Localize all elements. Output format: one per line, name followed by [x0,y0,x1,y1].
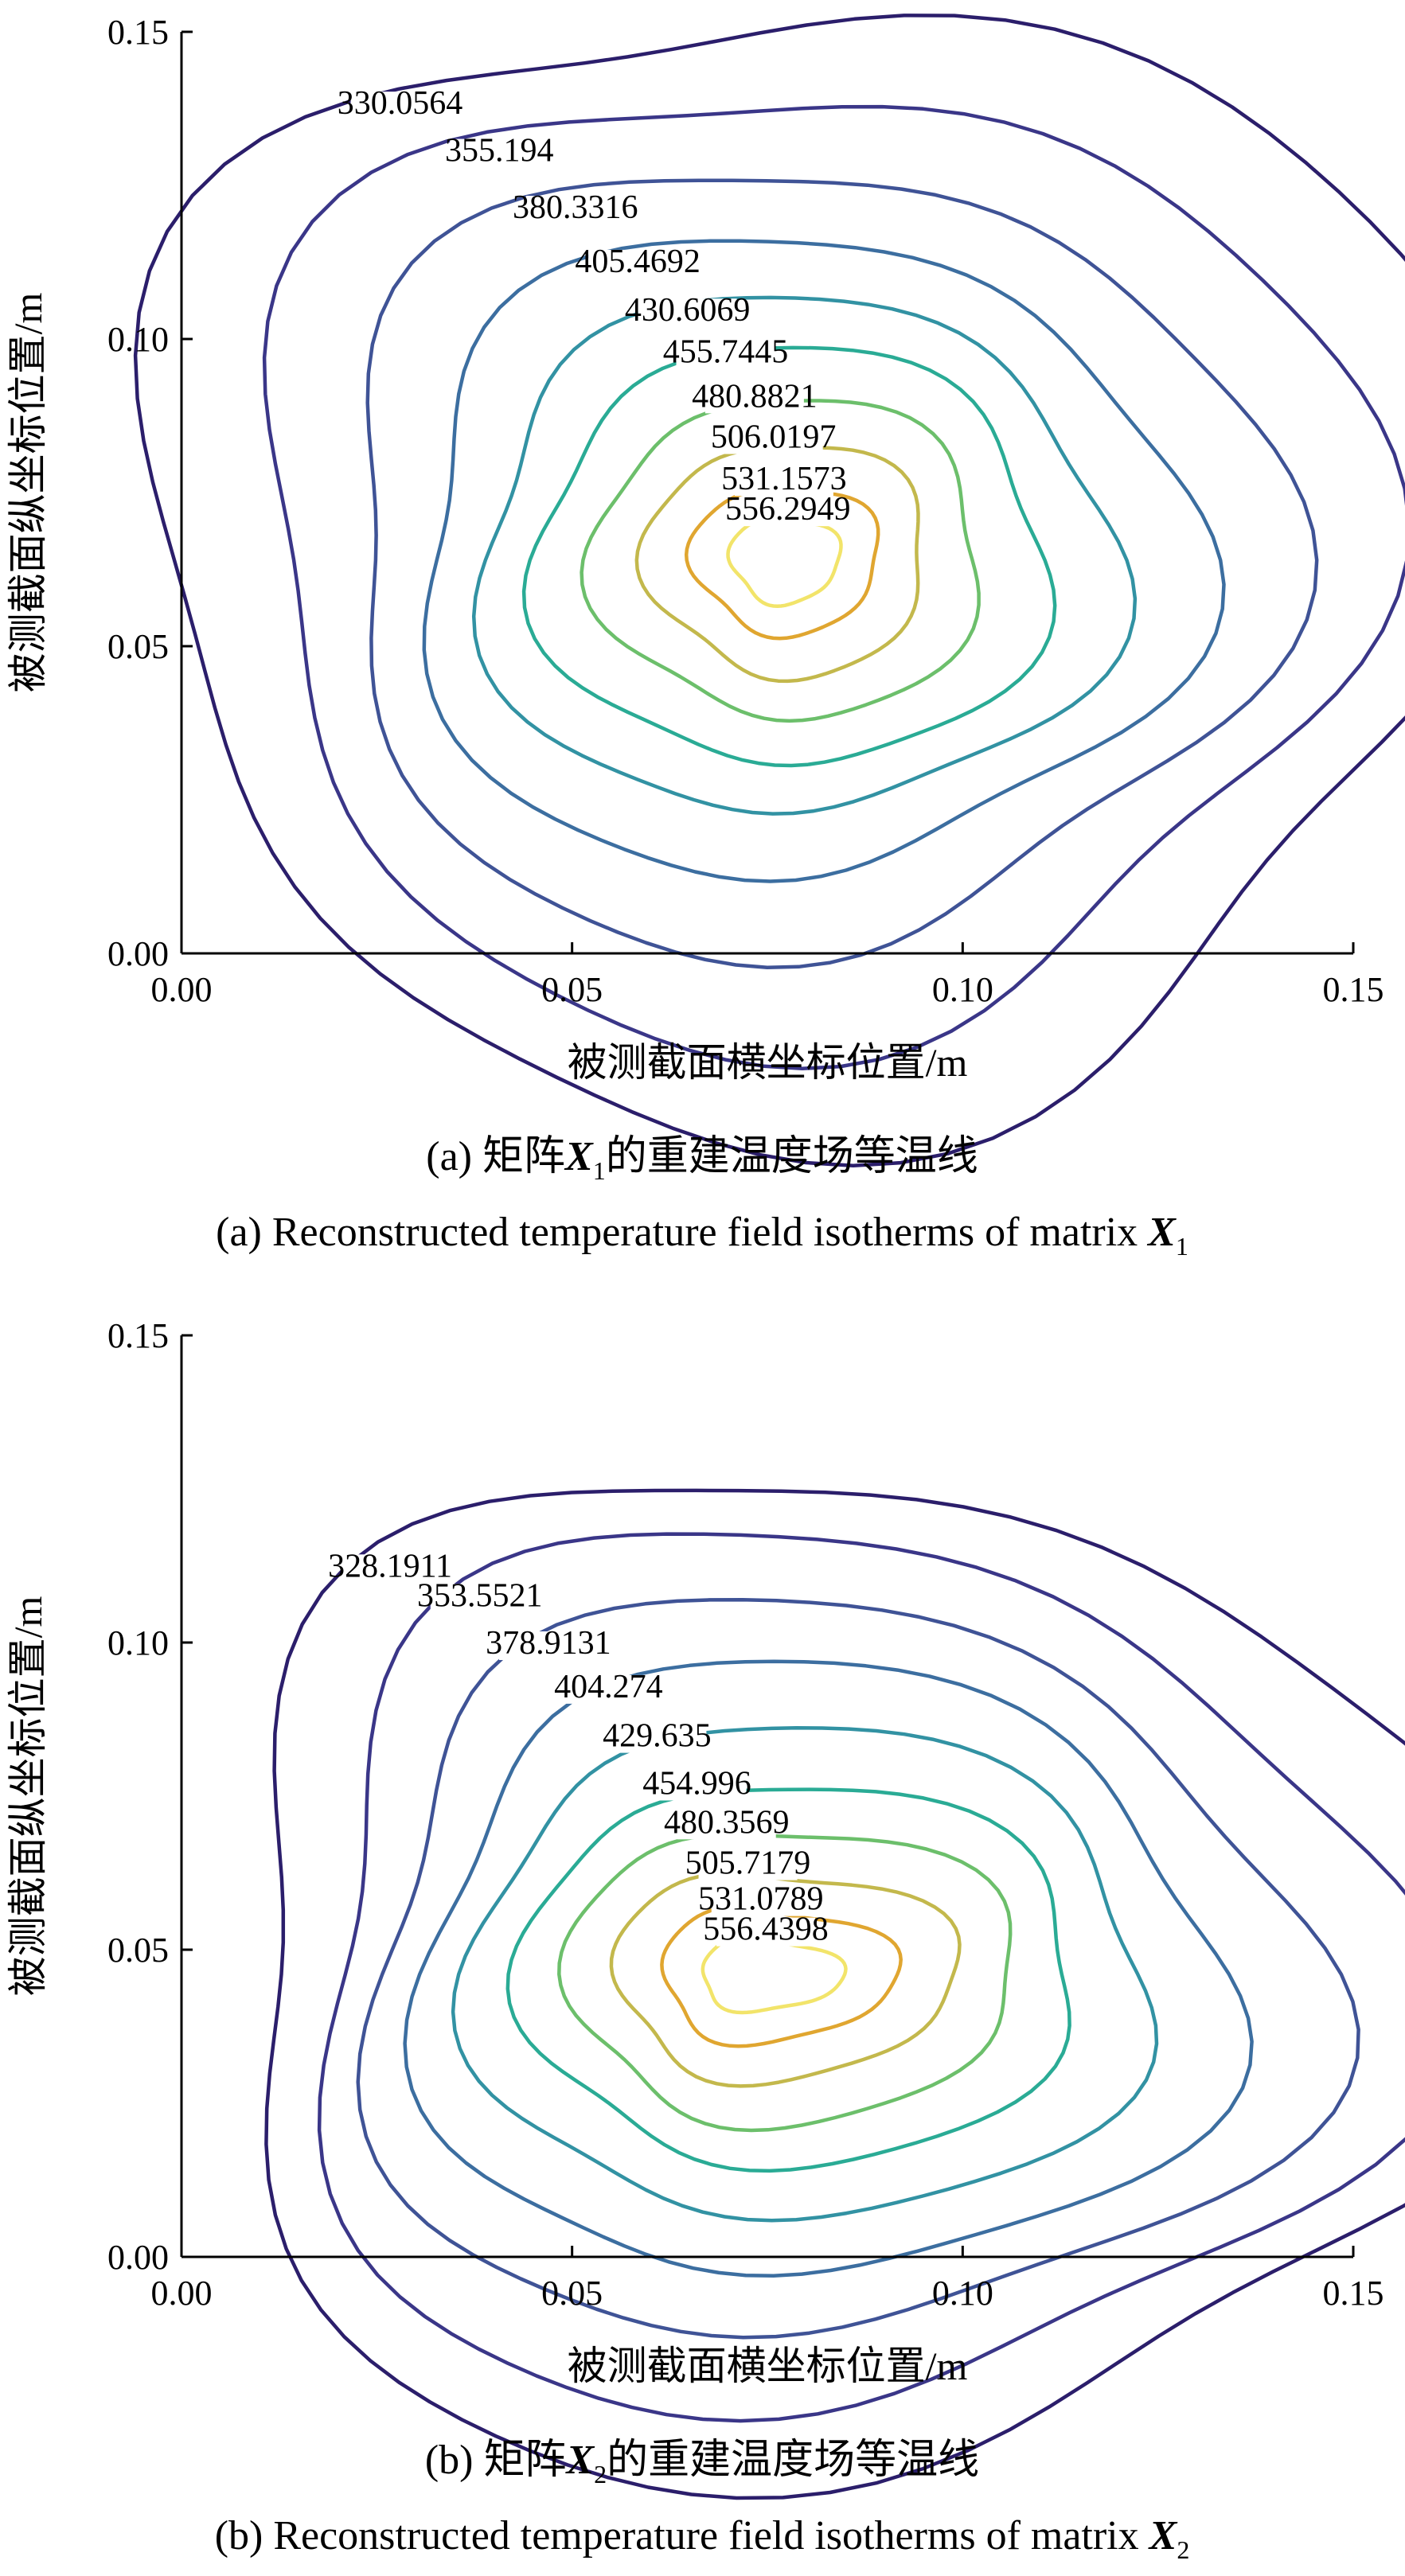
isotherm-label-b-8: 531.0789 [698,1881,824,1918]
isotherm-a-4 [471,295,1138,816]
isotherm-label-bg-a-1 [450,138,549,168]
isotherm-b-0 [264,1488,1405,2500]
isotherm-label-b-1: 353.5521 [417,1577,543,1614]
isotherm-label-bg-a-5 [676,340,775,369]
isotherm-a-6 [580,399,981,723]
x-axis-title-b: 被测截面横坐标位置/m [568,2344,968,2388]
panel-a: 330.0564 355.194 380.3316 405.4692 430.6069 4… [6,13,1405,1261]
isotherm-a-0 [133,14,1405,1167]
caption-cn-a: (a) 矩阵X1的重建温度场等温线 [426,1134,978,1185]
isotherm-label-a-3: 405.4692 [575,244,701,280]
isotherm-label-a-8: 531.1573 [721,461,847,497]
contours-a: 330.0564 355.194 380.3316 405.4692 430.6069 4… [133,14,1405,1167]
x-tick-label-b-1: 0.05 [541,2274,603,2313]
isotherm-a-1 [262,104,1405,1071]
isotherm-b-2 [356,1597,1360,2340]
isotherm-b-5 [505,1787,1071,2173]
y-tick-label-a-1: 0.05 [107,627,169,666]
caption-en-b: (b) Reconstructed temperature field isot… [215,2513,1190,2564]
y-tick-label-a-3: 0.15 [107,13,169,52]
isotherm-a-9 [726,516,843,609]
isotherm-label-bg-b-3 [559,1674,658,1704]
isotherm-label-a-9: 556.2949 [725,491,851,528]
x-tick-label-b-3: 0.15 [1323,2274,1384,2313]
isotherm-a-3 [422,239,1226,883]
x-tick-label-a-0: 0.00 [151,970,213,1009]
isotherm-label-b-0: 328.1911 [328,1548,452,1584]
y-axis-title-a: 被测截面纵坐标位置/m [6,293,50,693]
isotherm-b-1 [317,1532,1405,2423]
isotherm-label-a-1: 355.194 [445,133,554,170]
isotherm-a-8 [684,488,880,641]
isotherm-label-b-7: 505.7179 [685,1845,811,1882]
ticks-a: 0.00 0.05 0.10 0.15 0.00 0.05 0.10 0.15 [107,13,1384,1009]
isotherm-label-bg-b-4 [607,1724,707,1753]
isotherm-label-bg-a-0 [350,92,450,121]
isotherm-b-3 [403,1659,1254,2278]
isotherm-label-bg-b-1 [430,1584,529,1613]
isotherm-b-6 [557,1833,1013,2133]
x-tick-label-a-2: 0.10 [932,970,993,1009]
isotherm-label-bg-a-4 [638,298,737,328]
y-tick-label-b-3: 0.15 [107,1316,169,1355]
x-tick-label-a-3: 0.15 [1323,970,1384,1009]
x-tick-label-b-0: 0.00 [151,2274,213,2313]
isotherm-label-b-5: 454.996 [642,1765,751,1802]
isotherm-label-a-5: 455.7445 [663,333,789,370]
isotherm-label-b-9: 556.4398 [703,1912,829,1948]
isotherm-label-b-3: 404.274 [554,1669,663,1705]
isotherm-label-bg-b-7 [698,1851,798,1880]
isotherm-b-4 [451,1726,1159,2223]
isotherm-label-b-4: 429.635 [603,1718,712,1755]
isotherm-label-bg-a-6 [704,384,804,414]
isotherm-label-a-6: 480.8821 [692,378,818,415]
x-tick-label-b-2: 0.10 [932,2274,993,2313]
isotherm-label-bg-b-6 [677,1810,776,1840]
isotherm-label-a-2: 380.3316 [513,189,638,226]
y-tick-label-b-1: 0.05 [107,1931,169,1970]
y-tick-label-a-0: 0.00 [107,934,169,973]
y-tick-label-a-2: 0.10 [107,320,169,359]
isotherm-label-bg-a-8 [734,467,833,497]
isotherm-label-bg-a-7 [724,425,823,454]
caption-en-a: (a) Reconstructed temperature field isot… [216,1210,1188,1261]
isotherm-label-bg-b-2 [498,1631,598,1661]
caption-cn-b: (b) 矩阵X2的重建温度场等温线 [425,2438,979,2488]
isotherm-label-bg-b-0 [341,1554,440,1584]
isotherm-label-bg-b-9 [716,1917,816,1947]
isotherm-label-a-0: 330.0564 [338,85,463,122]
y-tick-label-b-0: 0.00 [107,2238,169,2277]
x-tick-label-a-1: 0.05 [541,970,603,1009]
isotherm-b-8 [660,1904,903,2048]
isotherm-b-7 [609,1872,962,2088]
isotherm-label-bg-b-8 [711,1887,810,1916]
y-axis-title-b: 被测截面纵坐标位置/m [6,1596,50,1997]
y-tick-label-b-2: 0.10 [107,1623,169,1662]
x-axis-title-a: 被测截面横坐标位置/m [568,1040,968,1085]
isotherm-label-b-6: 480.3569 [664,1804,790,1841]
isotherm-label-bg-b-5 [647,1771,747,1801]
ticks-b: 0.00 0.05 0.10 0.15 0.00 0.05 0.10 0.15 [107,1316,1384,2313]
isotherm-label-a-4: 430.6069 [625,292,751,329]
isotherm-a-7 [634,446,920,684]
isotherm-label-bg-a-2 [525,196,625,225]
isotherm-label-b-2: 378.9131 [486,1625,611,1662]
isotherm-label-bg-a-3 [588,249,688,279]
isotherm-label-bg-a-9 [738,497,837,527]
isotherm-a-2 [365,178,1319,969]
isotherm-label-a-7: 506.0197 [711,419,837,456]
isotherm-a-5 [521,345,1057,768]
